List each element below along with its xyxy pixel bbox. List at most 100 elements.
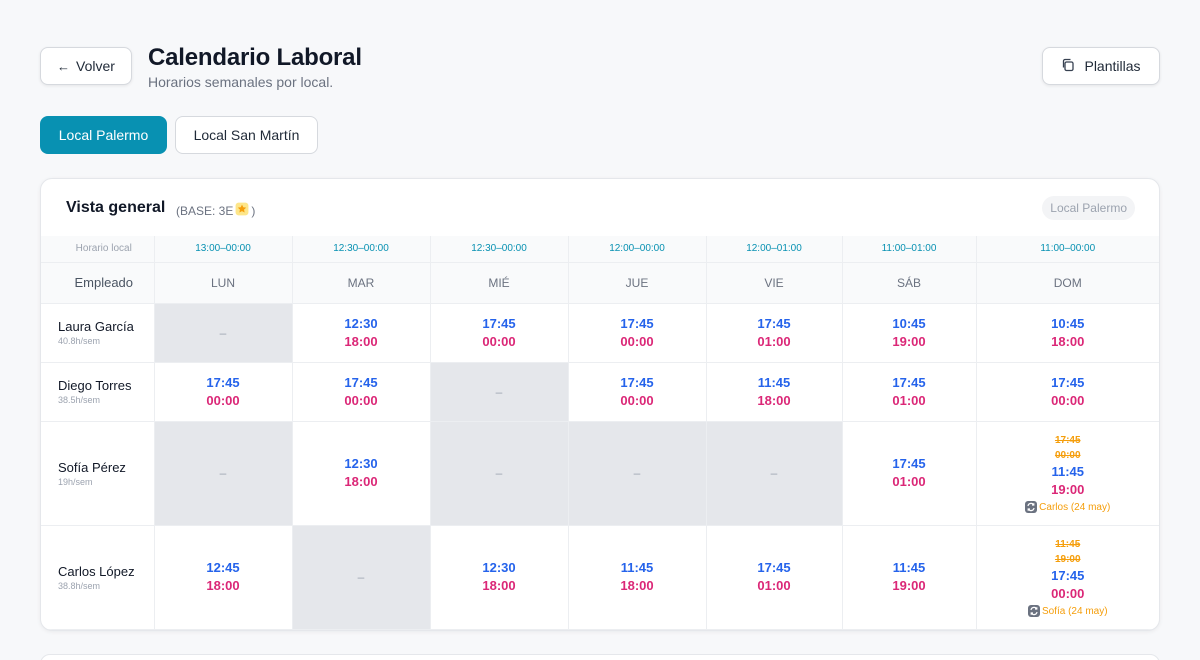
- day-header: LUN: [153, 261, 293, 304]
- employee-row: Diego Torres 38.5h/sem 17:45 00:00 17:45 00:0…: [41, 361, 1159, 422]
- employee-name: Sofía Pérez: [58, 459, 126, 475]
- shift-cell[interactable]: 11:45 18:00: [567, 524, 707, 630]
- day-off-cell[interactable]: –: [153, 420, 293, 526]
- swap-icon: [1025, 501, 1038, 513]
- next-card: [40, 654, 1160, 660]
- shift-start: 10:45: [892, 315, 926, 331]
- back-button[interactable]: ← Volver: [40, 47, 132, 85]
- star-icon: [235, 202, 249, 219]
- shift-start: 17:45: [1051, 568, 1085, 583]
- day-off-marker: –: [495, 384, 503, 399]
- shift-end: 18:00: [757, 392, 791, 408]
- shift-cell[interactable]: 17:45 00:00: [429, 303, 569, 363]
- shift-end: 18:00: [620, 578, 654, 593]
- original-shift-end: 19:00: [1054, 554, 1081, 565]
- day-off-cell[interactable]: –: [705, 420, 843, 526]
- day-off-cell[interactable]: –: [429, 361, 569, 422]
- shift-cell[interactable]: 11:45 18:00: [705, 361, 843, 422]
- employee-cell: Sofía Pérez 19h/sem: [41, 420, 155, 526]
- overview-title: Vista general: [66, 199, 166, 216]
- opening-hours-cell: 12:30–00:00: [429, 236, 569, 263]
- tab-local-palermo[interactable]: Local Palermo: [40, 116, 167, 154]
- page-subtitle: Horarios semanales por local.: [148, 74, 334, 90]
- shift-end: 18:00: [482, 578, 516, 593]
- shift-start: 17:45: [1051, 374, 1085, 390]
- base-staffing-text: (BASE: 3E: [176, 203, 234, 218]
- shift-start: 17:45: [757, 560, 791, 575]
- shift-cell[interactable]: 17:45 01:00: [705, 524, 843, 630]
- day-off-cell[interactable]: –: [153, 303, 293, 363]
- original-shift-end: 00:00: [1054, 450, 1081, 461]
- original-shift-start: 11:45: [1055, 539, 1081, 550]
- employee-row: Carlos López 38.8h/sem 12:45 18:00 – 12:30 18:…: [41, 524, 1159, 630]
- shift-end: 18:00: [206, 578, 240, 593]
- day-off-marker: –: [357, 570, 365, 584]
- shift-cell[interactable]: 12:45 18:00: [153, 524, 293, 630]
- shift-start: 11:45: [620, 560, 654, 575]
- shift-start: 17:45: [620, 374, 654, 390]
- day-off-marker: –: [219, 466, 227, 480]
- opening-hours-label: Horario local: [41, 236, 155, 263]
- shift-end: 01:00: [757, 333, 791, 349]
- opening-hours-cell: 12:30–00:00: [291, 236, 431, 263]
- shift-end: 19:00: [892, 333, 926, 349]
- shift-start: 17:45: [344, 374, 378, 390]
- shift-end: 01:00: [892, 392, 926, 408]
- shift-start: 12:30: [482, 560, 516, 575]
- shift-end: 18:00: [344, 333, 378, 349]
- opening-hours-cell: 11:00–01:00: [841, 236, 977, 263]
- shift-start: 12:30: [344, 456, 378, 471]
- arrow-left-icon: ←: [57, 58, 71, 74]
- shift-end: 00:00: [620, 333, 654, 349]
- day-off-cell[interactable]: –: [291, 524, 431, 630]
- shift-cell[interactable]: 17:45 01:00: [705, 303, 843, 363]
- shift-swap-text: Carlos (24 may): [1039, 501, 1111, 513]
- local-badge: Local Palermo: [1042, 196, 1135, 220]
- shift-cell[interactable]: 17:45 00:00: [567, 361, 707, 422]
- shift-end: 00:00: [620, 392, 654, 408]
- shift-cell[interactable]: 12:30 18:00: [429, 524, 569, 630]
- shift-cell[interactable]: 17:45 01:00: [841, 420, 977, 526]
- shift-cell[interactable]: 17:45 00:00 11:45 19:00 Carlos (24 may): [975, 420, 1159, 526]
- shift-end: 18:00: [344, 474, 378, 489]
- templates-button-label: Plantillas: [1084, 58, 1141, 74]
- shift-cell[interactable]: 11:45 19:00 17:45 00:00 Sofía (24 may): [975, 524, 1159, 630]
- shift-cell[interactable]: 11:45 19:00: [841, 524, 977, 630]
- original-shift-start: 17:45: [1054, 435, 1081, 446]
- shift-cell[interactable]: 17:45 00:00: [153, 361, 293, 422]
- shift-swap-text: Sofía (24 may): [1041, 605, 1108, 617]
- shift-cell[interactable]: 17:45 00:00: [567, 303, 707, 363]
- base-staffing-label: (BASE: 3E ): [176, 202, 255, 219]
- shift-cell[interactable]: 17:45 01:00: [841, 361, 977, 422]
- shift-start: 12:30: [344, 315, 378, 331]
- copy-icon: [1061, 58, 1075, 75]
- shift-cell[interactable]: 17:45 00:00: [291, 361, 431, 422]
- shift-end: 19:00: [892, 578, 926, 593]
- employee-name: Diego Torres: [58, 378, 132, 393]
- shift-start: 10:45: [1051, 315, 1085, 331]
- shift-cell[interactable]: 10:45 19:00: [841, 303, 977, 363]
- employee-weekly-hours: 38.5h/sem: [58, 395, 101, 405]
- day-off-cell[interactable]: –: [567, 420, 707, 526]
- shift-end: 00:00: [344, 392, 378, 408]
- shift-start: 11:45: [1051, 464, 1085, 479]
- shift-cell[interactable]: 10:45 18:00: [975, 303, 1159, 363]
- base-staffing-close: ): [251, 203, 256, 218]
- employee-row: Sofía Pérez 19h/sem – 12:30 18:00 – – – 17:45 01:…: [41, 420, 1159, 526]
- shift-start: 12:45: [206, 560, 240, 575]
- templates-button[interactable]: Plantillas: [1042, 47, 1160, 85]
- swap-icon: [1027, 605, 1040, 617]
- overview-card: Vista general (BASE: 3E ) Local Palermo …: [40, 178, 1160, 631]
- day-off-marker: –: [633, 466, 641, 480]
- tab-local-san-martin[interactable]: Local San Martín: [175, 116, 318, 154]
- shift-cell[interactable]: 12:30 18:00: [291, 420, 431, 526]
- day-header: MIÉ: [429, 261, 569, 304]
- employee-cell: Carlos López 38.8h/sem: [41, 524, 155, 630]
- employee-name: Laura García: [58, 319, 134, 334]
- shift-cell[interactable]: 12:30 18:00: [291, 303, 431, 363]
- day-header: DOM: [975, 261, 1159, 304]
- shift-start: 17:45: [892, 374, 926, 390]
- shift-cell[interactable]: 17:45 00:00: [975, 361, 1159, 422]
- shift-start: 17:45: [892, 456, 926, 471]
- day-off-cell[interactable]: –: [429, 420, 569, 526]
